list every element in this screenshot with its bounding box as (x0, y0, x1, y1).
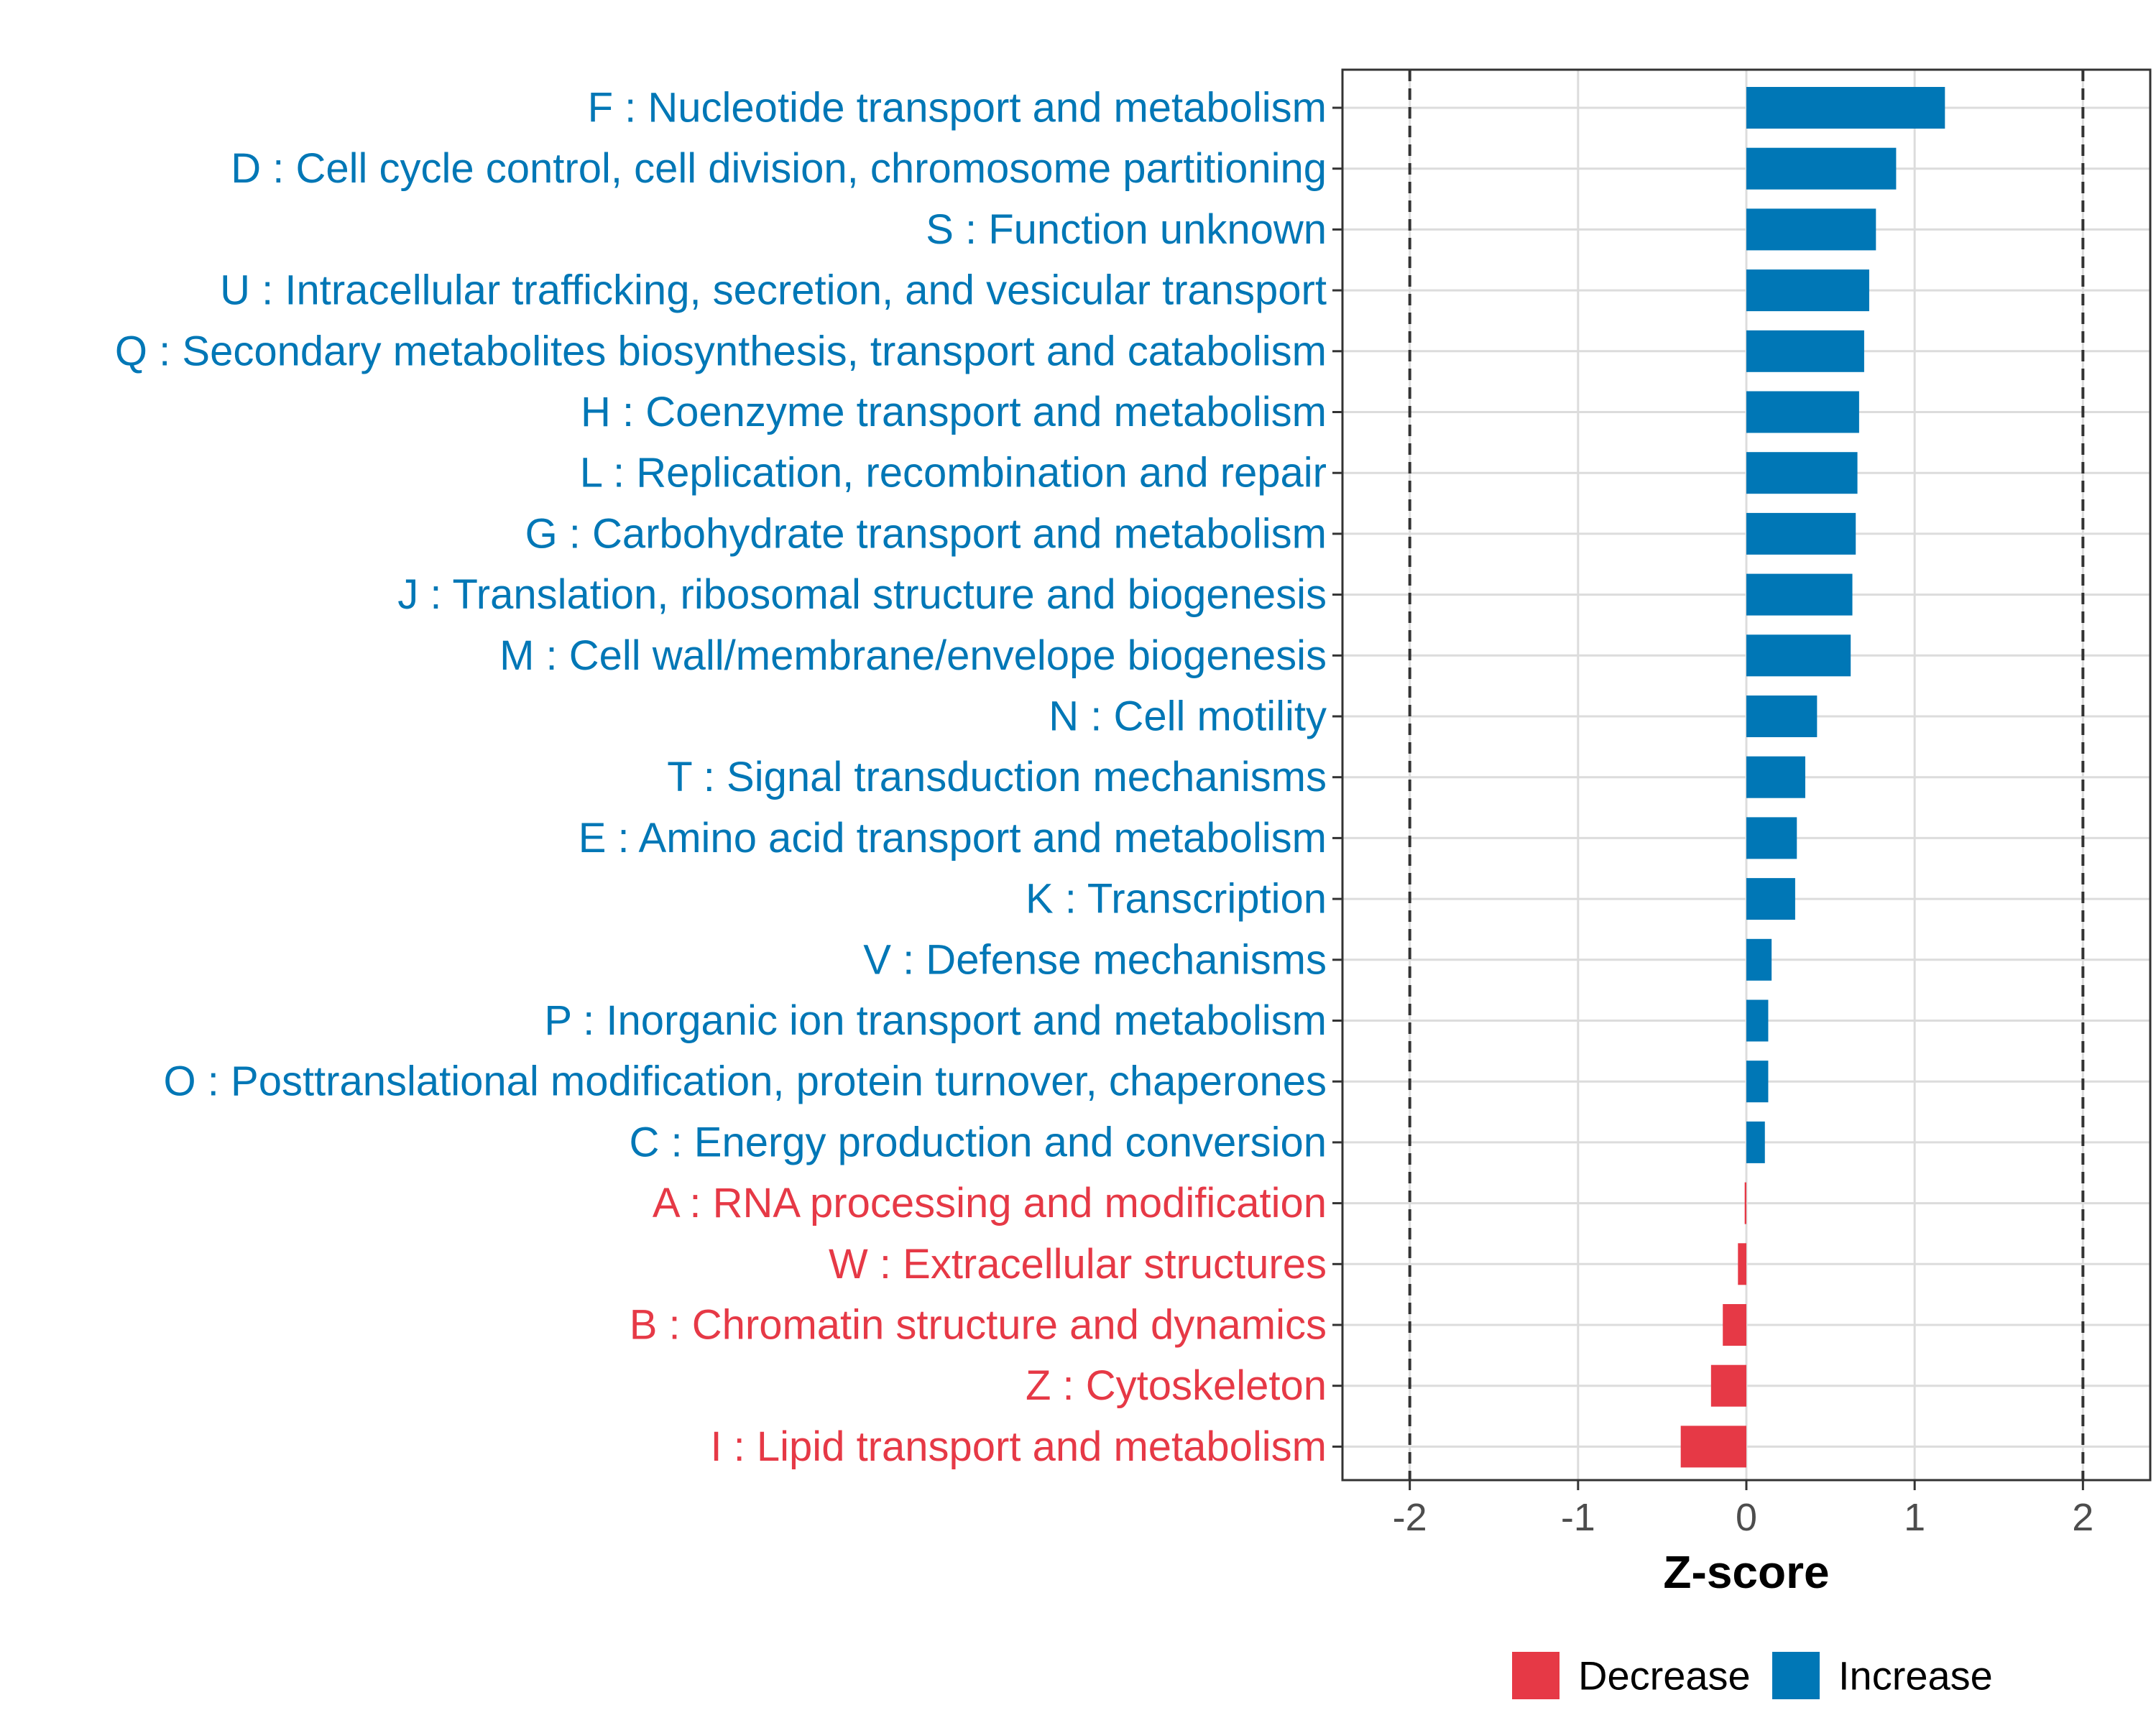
x-tick-labels: -2 -1 0 1 2 (1393, 1496, 2094, 1539)
bar (1746, 878, 1795, 920)
x-axis-title: Z-score (1663, 1546, 1829, 1598)
category-label: S : Function unknown (926, 206, 1327, 253)
category-label: H : Coenzyme transport and metabolism (581, 389, 1327, 435)
category-label: N : Cell motility (1049, 693, 1327, 740)
bar (1746, 391, 1859, 433)
bar (1746, 452, 1858, 494)
legend-label: Increase (1838, 1653, 1993, 1699)
category-label: T : Signal transduction mechanisms (667, 754, 1327, 800)
legend-key (1772, 1652, 1820, 1699)
category-label: F : Nucleotide transport and metabolism (588, 85, 1327, 131)
category-label: L : Replication, recombination and repai… (580, 450, 1327, 496)
category-label: C : Energy production and conversion (630, 1119, 1327, 1165)
category-label: I : Lipid transport and metabolism (710, 1423, 1327, 1470)
bar (1746, 573, 1853, 616)
legend-label: Decrease (1578, 1653, 1751, 1699)
bar (1746, 999, 1769, 1042)
bar (1723, 1304, 1746, 1346)
legend-key (1512, 1652, 1560, 1699)
bar (1680, 1426, 1746, 1468)
bar (1746, 512, 1856, 555)
x-axis-ticks (1409, 1480, 2084, 1490)
category-label: Q : Secondary metabolites biosynthesis, … (115, 328, 1327, 374)
category-label: J : Translation, ribosomal structure and… (397, 571, 1327, 618)
category-label: M : Cell wall/membrane/envelope biogenes… (499, 632, 1327, 679)
bar (1746, 938, 1772, 981)
bar (1746, 208, 1876, 251)
bar (1738, 1243, 1746, 1285)
category-label: A : RNA processing and modification (653, 1180, 1327, 1226)
bar (1746, 756, 1805, 798)
x-tick-label: -2 (1393, 1496, 1427, 1539)
bar (1744, 1182, 1746, 1224)
legend: Decrease Increase (1512, 1652, 1993, 1699)
category-label: G : Carbohydrate transport and metabolis… (525, 510, 1327, 557)
category-labels: F : Nucleotide transport and metabolism D… (115, 85, 1327, 1470)
bar (1746, 696, 1818, 737)
x-tick-label: 0 (1736, 1496, 1757, 1539)
bars (1680, 87, 1945, 1468)
category-label: V : Defense mechanisms (863, 936, 1327, 983)
bar (1746, 147, 1897, 190)
reference-lines (1408, 70, 2085, 1480)
bar (1746, 1121, 1765, 1163)
y-axis-ticks (1332, 106, 1342, 1448)
x-tick-label: 2 (2072, 1496, 2093, 1539)
category-label: B : Chromatin structure and dynamics (630, 1302, 1327, 1349)
category-label: P : Inorganic ion transport and metaboli… (544, 997, 1327, 1044)
bar (1710, 1364, 1746, 1407)
bar (1746, 87, 1945, 129)
x-tick-label: 1 (1904, 1496, 1925, 1539)
category-label: O : Posttranslational modification, prot… (164, 1058, 1327, 1105)
x-tick-label: -1 (1561, 1496, 1595, 1539)
category-label: D : Cell cycle control, cell division, c… (231, 145, 1327, 192)
category-label: Z : Cytoskeleton (1026, 1362, 1327, 1409)
bar (1746, 269, 1869, 312)
bar (1746, 330, 1864, 372)
bar (1746, 1061, 1769, 1103)
bar (1746, 634, 1851, 677)
category-label: U : Intracellular trafficking, secretion… (220, 267, 1327, 314)
category-label: W : Extracellular structures (829, 1241, 1327, 1288)
category-label: K : Transcription (1026, 876, 1327, 923)
bar (1746, 817, 1797, 859)
category-label: E : Amino acid transport and metabolism (579, 815, 1327, 861)
